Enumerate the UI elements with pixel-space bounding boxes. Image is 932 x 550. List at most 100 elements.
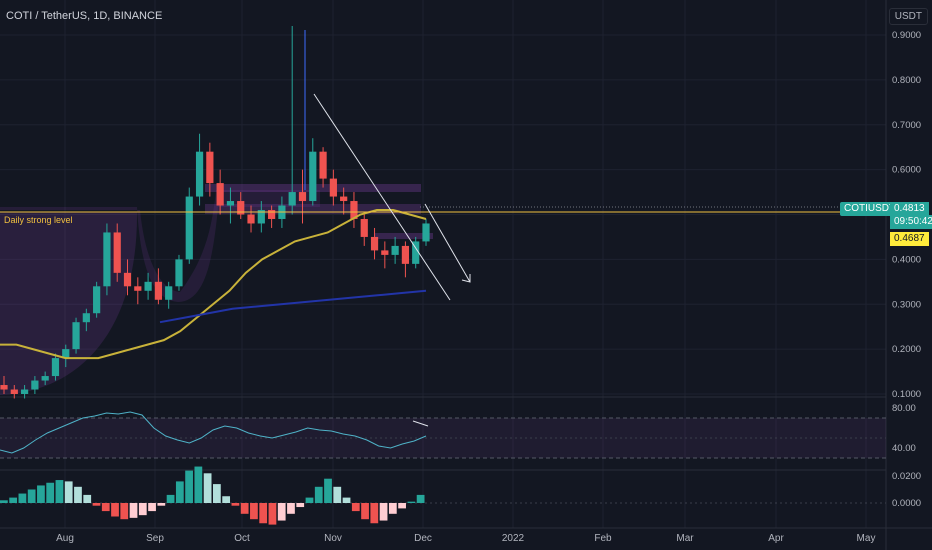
candle-body (381, 250, 389, 255)
macd-bar (250, 503, 258, 520)
macd-tick-label: 0.0000 (892, 498, 921, 509)
bar-countdown-tag: 09:50:42 (890, 215, 932, 229)
price-tick-label: 0.1000 (892, 389, 921, 400)
macd-tick-label: 0.0200 (892, 471, 921, 482)
macd-bar (0, 500, 8, 503)
macd-bar (287, 503, 295, 514)
macd-bar (148, 503, 156, 512)
candle-body (185, 196, 193, 260)
time-tick-label: May (857, 533, 876, 544)
macd-bar (314, 486, 323, 503)
strong-level-price-tag: 0.4687 (890, 232, 929, 246)
ticker-tag: COTIUSDT (840, 202, 900, 216)
candle-body (93, 286, 101, 314)
candle-body (41, 376, 49, 381)
macd-bar (111, 503, 119, 517)
macd-bar (259, 503, 268, 524)
macd-bar (203, 473, 212, 503)
candle-body (165, 286, 173, 300)
projection-arrowhead (461, 274, 471, 283)
macd-bar (92, 503, 101, 506)
candle-body (226, 201, 235, 206)
macd-bar (194, 466, 203, 503)
candle-body (401, 245, 410, 264)
candle-body (340, 196, 348, 202)
candle-body (288, 192, 296, 206)
macd-bar (398, 503, 406, 509)
price-gridlines (0, 34, 886, 395)
candle-body (412, 241, 420, 264)
candle-body (31, 380, 39, 390)
macd-histogram (0, 466, 425, 525)
cup-highlight-zone (0, 190, 320, 302)
time-tick-label: Apr (768, 533, 784, 544)
month-gridlines (64, 0, 867, 528)
candle-body (51, 358, 60, 377)
macd-bar (231, 503, 240, 506)
rsi-trend-mark (412, 420, 429, 427)
candle-body (10, 389, 18, 394)
quote-currency-chip[interactable]: USDT (888, 8, 928, 25)
price-tick-label: 0.8000 (892, 75, 921, 86)
macd-bar (175, 481, 184, 503)
candle-body (350, 201, 358, 219)
time-tick-label: Nov (324, 533, 342, 544)
chart-title[interactable]: COTI / TetherUS, 1D, BINANCE (6, 10, 163, 22)
time-tick-label: Feb (594, 533, 612, 544)
macd-bar (166, 494, 175, 503)
macd-bar (55, 480, 64, 503)
macd-bar (296, 503, 305, 508)
candle-body (134, 286, 142, 291)
candle-body (391, 245, 399, 255)
macd-bar (18, 493, 27, 503)
price-tick-label: 0.6000 (892, 165, 921, 176)
macd-bar (277, 503, 286, 521)
candle-body (309, 151, 317, 202)
price-tick-label: 0.9000 (892, 30, 921, 41)
candle-body (195, 151, 204, 197)
candle-body (113, 232, 121, 273)
macd-bar (416, 494, 425, 503)
candle-body (422, 223, 430, 242)
macd-bar (305, 497, 314, 503)
candle-body (237, 201, 245, 215)
macd-bar (138, 503, 147, 516)
macd-bar (240, 503, 249, 514)
macd-bar (213, 484, 221, 503)
candle-body (0, 385, 8, 390)
candle-body (247, 214, 255, 224)
time-tick-label: Dec (414, 533, 432, 544)
macd-bar (222, 496, 231, 503)
time-tick-label: 2022 (502, 533, 525, 544)
rsi-tick-label: 80.00 (892, 403, 916, 414)
candle-body (62, 349, 70, 359)
candle-body (370, 236, 379, 251)
candle-body (268, 210, 276, 219)
support-band (205, 204, 421, 214)
time-tick-label: Mar (676, 533, 694, 544)
rsi-tick-label: 40.00 (892, 443, 916, 454)
macd-bar (407, 501, 416, 503)
macd-bar (120, 503, 129, 520)
ma-short-line (0, 209, 427, 360)
macd-bar (370, 503, 379, 524)
candle-body (319, 151, 327, 179)
macd-bar (324, 478, 332, 503)
price-tick-label: 0.7000 (892, 120, 921, 131)
rsi-line (0, 411, 427, 454)
macd-bar (9, 497, 18, 503)
candle-body (216, 183, 224, 206)
candle-body (144, 281, 152, 291)
macd-bar (185, 470, 193, 503)
candle-body (72, 322, 80, 350)
macd-bar (361, 503, 369, 520)
candle-body (20, 389, 29, 394)
price-tick-label: 0.2000 (892, 344, 921, 355)
candle-body (82, 313, 90, 323)
macd-bar (83, 494, 92, 503)
time-tick-label: Aug (56, 533, 74, 544)
price-tick-label: 0.4000 (892, 254, 921, 265)
macd-bar (129, 503, 138, 518)
candle-body (360, 218, 368, 237)
